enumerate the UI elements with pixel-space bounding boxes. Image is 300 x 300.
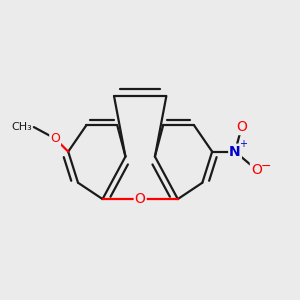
Text: CH₃: CH₃ xyxy=(11,122,32,132)
Text: +: + xyxy=(239,140,247,149)
Text: N: N xyxy=(229,145,241,159)
Text: O: O xyxy=(135,192,146,206)
Text: O: O xyxy=(251,163,262,177)
Text: −: − xyxy=(261,160,272,173)
Text: O: O xyxy=(236,120,247,134)
Text: O: O xyxy=(50,132,60,145)
